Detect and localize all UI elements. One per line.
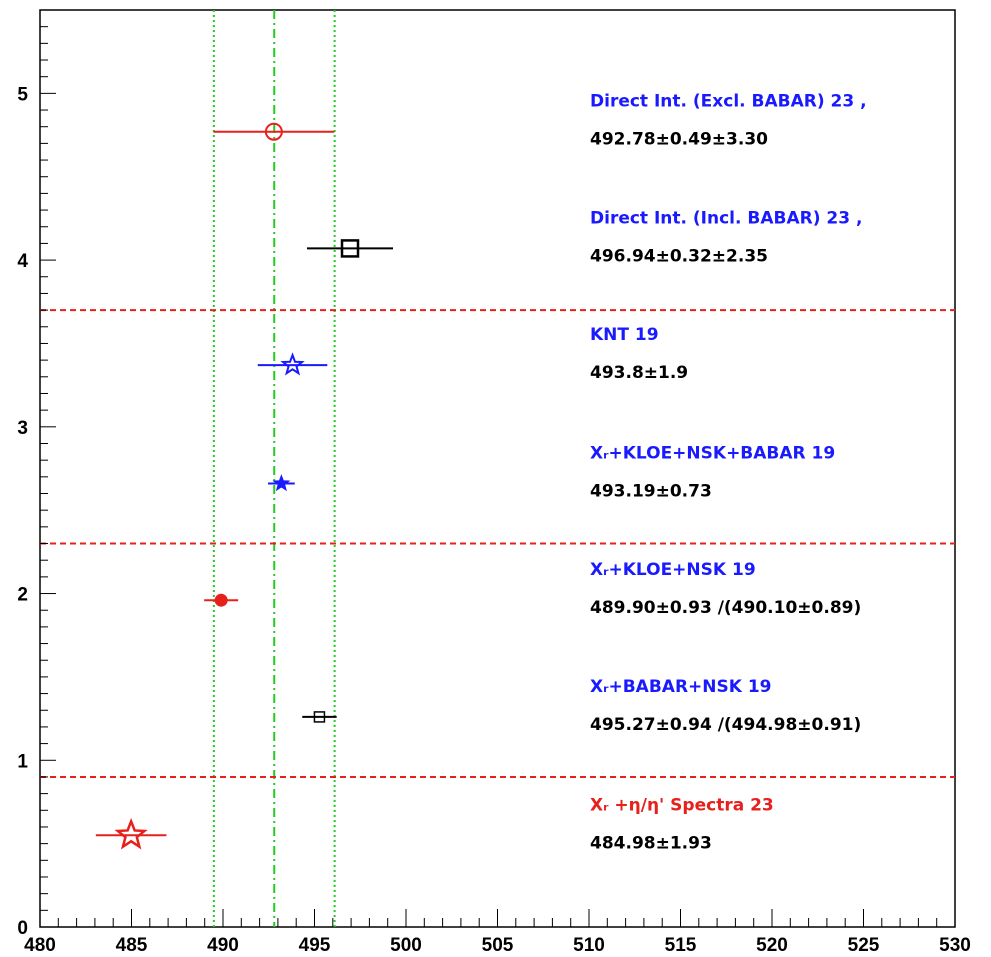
marker-3 — [280, 352, 305, 376]
y-tick-label: 5 — [17, 84, 28, 105]
x-tick-label: 500 — [390, 935, 422, 956]
entry-label-6: Xᵣ+BABAR+NSK 19 — [590, 677, 772, 697]
x-tick-label: 485 — [116, 935, 148, 956]
entry-value-3: 493.8±1.9 — [590, 363, 688, 383]
marker-6 — [313, 711, 326, 723]
entry-label-7: Xᵣ +η/η' Spectra 23 — [590, 795, 774, 815]
x-tick-label: 495 — [299, 935, 331, 956]
entry-label-1: Direct Int. (Excl. BABAR) 23 , — [590, 92, 867, 112]
x-axis: 480 485 490 495 500 505 510 515 520 525 530 — [24, 909, 971, 956]
entry-value-4: 493.19±0.73 — [590, 482, 712, 502]
marker-2 — [340, 239, 360, 258]
entry-labels: Direct Int. (Excl. BABAR) 23 , 492.78±0.4… — [590, 92, 867, 854]
x-tick-label: 515 — [665, 935, 697, 956]
entry-value-1: 492.78±0.49±3.30 — [590, 130, 768, 150]
plot-frame — [39, 9, 956, 928]
x-tick-label: 510 — [573, 935, 605, 956]
entry-value-2: 496.94±0.32±2.35 — [590, 246, 768, 266]
entry-value-7: 484.98±1.93 — [590, 833, 712, 853]
y-tick-label: 3 — [17, 418, 28, 439]
marker-1 — [264, 122, 283, 141]
entry-value-5: 489.90±0.93 /(490.10±0.89) — [590, 598, 861, 618]
group-separators — [40, 309, 955, 778]
x-tick-label: 525 — [848, 935, 880, 956]
x-tick-label: 480 — [24, 935, 56, 956]
marker-7 — [114, 817, 148, 850]
marker-5 — [214, 593, 228, 607]
entry-label-2: Direct Int. (Incl. BABAR) 23 , — [590, 208, 862, 228]
x-tick-label: 505 — [482, 935, 514, 956]
entry-label-5: Xᵣ+KLOE+NSK 19 — [590, 560, 756, 580]
y-axis: 0 1 2 3 4 5 — [17, 9, 56, 939]
y-tick-label: 0 — [17, 918, 28, 939]
y-tick-label: 2 — [17, 585, 28, 606]
marker-4 — [272, 474, 291, 492]
data-points — [95, 122, 394, 850]
entry-label-3: KNT 19 — [590, 325, 659, 345]
x-tick-label: 520 — [756, 935, 788, 956]
entry-value-6: 495.27±0.94 /(494.98±0.91) — [590, 715, 861, 735]
reference-lines — [212, 10, 336, 927]
entry-label-4: Xᵣ+KLOE+NSK+BABAR 19 — [590, 444, 835, 464]
y-tick-label: 4 — [17, 251, 28, 272]
y-tick-label: 1 — [17, 751, 28, 772]
x-tick-label: 490 — [207, 935, 239, 956]
x-tick-label: 530 — [939, 935, 971, 956]
